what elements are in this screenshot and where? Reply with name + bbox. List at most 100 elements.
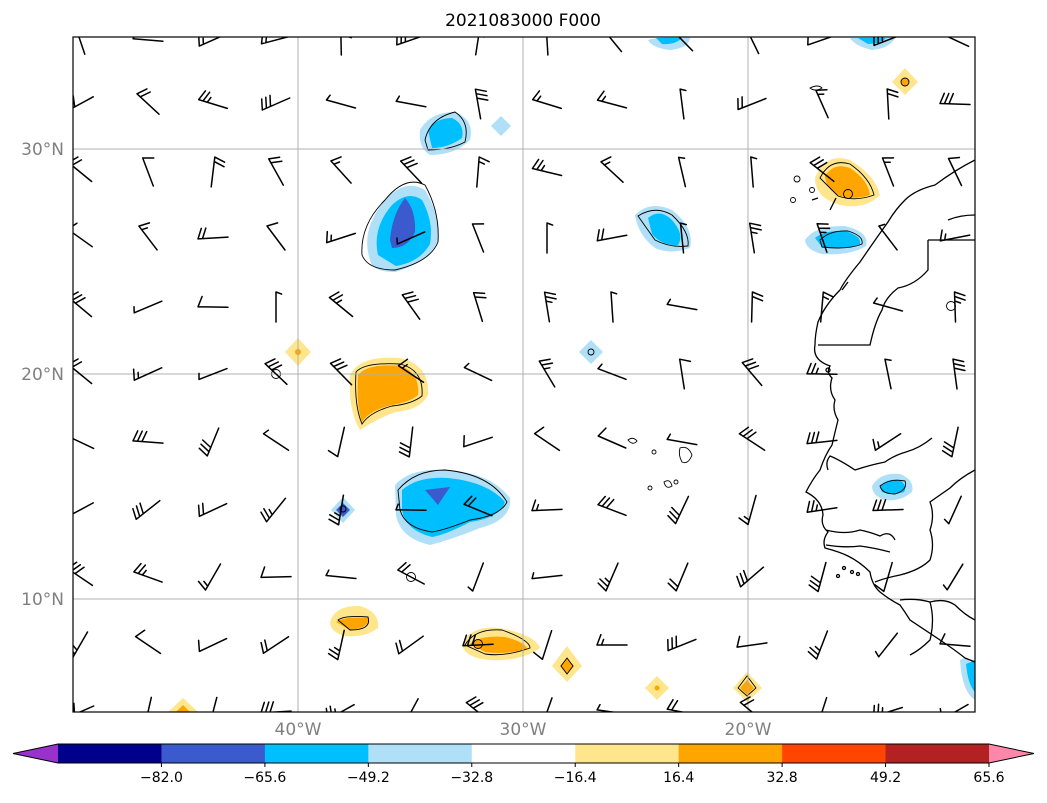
wind-barb bbox=[737, 96, 767, 111]
wind-barb bbox=[531, 90, 563, 110]
wind-barb bbox=[73, 631, 89, 659]
wind-barb bbox=[198, 37, 222, 47]
wind-barb bbox=[749, 37, 760, 55]
wind-barb bbox=[401, 291, 421, 320]
lat-label-20n: 20°N bbox=[21, 365, 64, 385]
wind-barb bbox=[262, 429, 290, 452]
wind-barb bbox=[398, 426, 414, 458]
wind-barb bbox=[329, 358, 353, 386]
wind-barb bbox=[340, 37, 352, 56]
wind-barb bbox=[467, 562, 485, 592]
wind-barb bbox=[531, 158, 563, 177]
wind-barb bbox=[806, 362, 838, 375]
wind-barb bbox=[679, 222, 688, 254]
colorbar-tick-label: −82.0 bbox=[140, 770, 183, 786]
wind-barb bbox=[736, 566, 765, 588]
wind-barb bbox=[942, 563, 964, 591]
wind-barb bbox=[474, 37, 485, 56]
wind-barb bbox=[197, 90, 229, 110]
colorbar-tick-label: −65.6 bbox=[243, 770, 286, 786]
wind-barb bbox=[264, 358, 288, 386]
wind-barb bbox=[198, 427, 220, 457]
wind-barb bbox=[816, 223, 831, 253]
wind-barb bbox=[667, 562, 689, 592]
wind-barb bbox=[463, 434, 493, 448]
wind-barb bbox=[874, 561, 893, 593]
wind-barb bbox=[410, 698, 419, 712]
wind-barb bbox=[946, 37, 970, 48]
wind-barb bbox=[275, 291, 283, 323]
colorbar-segment bbox=[161, 744, 266, 763]
wind-barb bbox=[197, 227, 229, 240]
colorbar: −82.0 −65.6 −49.2 −32.8 −16.4 16.4 32.8 49.2 65.… bbox=[12, 743, 1035, 786]
wind-barb bbox=[133, 300, 163, 314]
wind-barb bbox=[397, 561, 425, 585]
wind-barb bbox=[748, 222, 762, 254]
wind-barb bbox=[953, 291, 966, 323]
wind-barb bbox=[132, 430, 164, 444]
wind-barb bbox=[807, 37, 833, 46]
wind-barb bbox=[533, 426, 561, 452]
wind-barb bbox=[198, 367, 228, 381]
wind-barb bbox=[328, 291, 354, 318]
wind-barb bbox=[396, 37, 422, 46]
wind-barb bbox=[809, 156, 835, 183]
wind-barb bbox=[533, 629, 553, 661]
colorbar-segment bbox=[575, 744, 680, 763]
wind-barb bbox=[260, 635, 290, 655]
wind-barb bbox=[821, 696, 828, 712]
wind-barb bbox=[596, 703, 618, 712]
wind-barb bbox=[325, 94, 357, 109]
wind-barb bbox=[267, 156, 285, 186]
colorbar-segment bbox=[368, 744, 473, 763]
wind-barb bbox=[463, 362, 493, 382]
wind-barb bbox=[543, 291, 557, 323]
wind-barb bbox=[73, 437, 95, 450]
wind-barb bbox=[678, 37, 694, 52]
wind-barb bbox=[886, 88, 899, 120]
colorbar-tick-label: 49.2 bbox=[870, 770, 901, 786]
shaded-contours bbox=[168, 37, 975, 712]
wind-barb bbox=[538, 358, 556, 388]
wind-barb bbox=[465, 696, 484, 712]
wind-barb bbox=[395, 95, 427, 108]
wind-barb bbox=[873, 37, 898, 47]
wind-barb bbox=[667, 495, 690, 525]
wind-barb bbox=[136, 88, 160, 115]
map-frame bbox=[72, 36, 976, 713]
colorbar-tick-label: 65.6 bbox=[973, 770, 1004, 786]
wind-barb bbox=[260, 701, 292, 712]
wind-barb bbox=[546, 222, 554, 254]
wind-barb bbox=[327, 629, 345, 661]
wind-barb bbox=[73, 561, 94, 587]
lon-label-40w: 40°W bbox=[275, 720, 322, 740]
wind-barb bbox=[141, 157, 155, 187]
wind-barb bbox=[872, 297, 904, 312]
wind-barb bbox=[884, 358, 892, 390]
wind-barb bbox=[471, 223, 485, 253]
lon-label-30w: 30°W bbox=[500, 720, 547, 740]
wind-barb bbox=[395, 503, 427, 511]
wind-barb bbox=[939, 229, 971, 242]
wind-barb bbox=[815, 88, 829, 119]
wind-barb bbox=[396, 231, 426, 245]
wind-barb bbox=[266, 222, 286, 251]
wind-barb bbox=[738, 494, 757, 526]
wind-barb bbox=[943, 495, 962, 525]
colorbar-segment bbox=[58, 744, 162, 763]
wind-barb bbox=[872, 433, 902, 451]
wind-barb bbox=[939, 633, 971, 647]
wind-barb bbox=[73, 95, 94, 109]
wind-barb bbox=[73, 222, 93, 248]
wind-barb bbox=[677, 156, 687, 188]
wind-barb bbox=[472, 291, 487, 323]
graticule bbox=[73, 37, 975, 712]
wind-barb bbox=[947, 156, 963, 187]
wind-barb bbox=[134, 629, 162, 655]
colorbar-extend-low bbox=[13, 744, 58, 763]
lon-label-20w: 20°W bbox=[725, 720, 772, 740]
colorbar-tick-label: 32.8 bbox=[767, 770, 798, 786]
coastlines bbox=[805, 159, 975, 663]
wind-barb bbox=[197, 295, 229, 308]
colorbar-segment bbox=[885, 744, 990, 763]
